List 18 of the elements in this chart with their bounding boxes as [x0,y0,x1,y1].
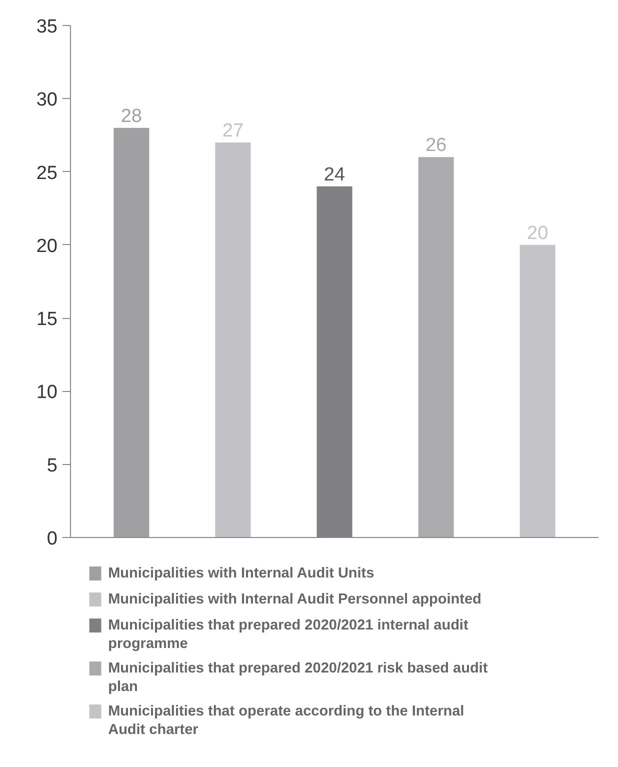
y-tick-label: 30 [36,90,58,111]
y-tick-label: 0 [46,528,58,550]
data-label: 26 [425,135,447,156]
y-tick-label: 15 [36,309,58,330]
y-tick-label: 35 [36,16,58,38]
y-tick-label: 10 [36,382,58,404]
data-label: 28 [120,106,142,127]
y-tick-label: 5 [46,455,58,476]
legend-label: Municipalities with Internal Audit Units [108,566,374,582]
data-label: 24 [324,164,346,186]
legend-label: Municipalities that prepared 2020/2021 risk based audit plan [108,660,488,695]
data-label: 27 [222,120,244,142]
y-tick-label: 25 [36,162,58,184]
legend-label: Municipalities that prepared 2020/2021 internal audit programme [108,618,468,652]
data-label: 20 [527,222,548,244]
y-tick-label: 20 [36,236,58,257]
legend-label: Municipalities with Internal Audit Personnel appointed [108,592,482,608]
legend-label: Municipalities that operate according to the Internal Audit charter [108,704,464,738]
